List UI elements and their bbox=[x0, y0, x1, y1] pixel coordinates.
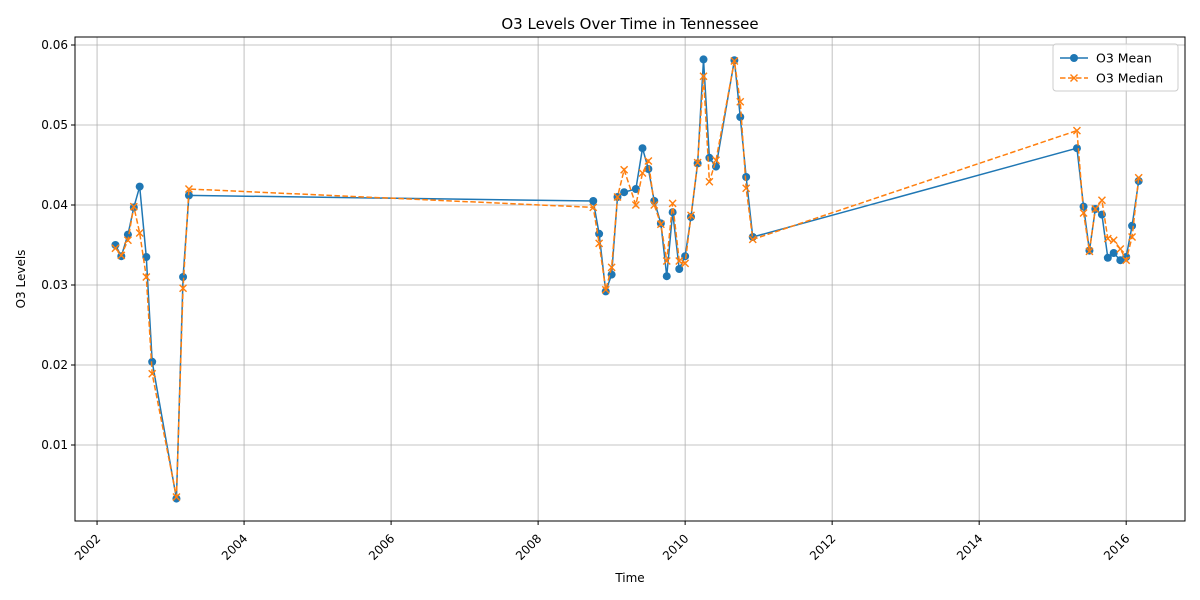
o3-median-point bbox=[730, 57, 739, 65]
o3-mean-point bbox=[644, 165, 653, 173]
o3-median-point bbox=[656, 220, 665, 229]
legend-entry-o3-mean: O3 Mean bbox=[1060, 51, 1152, 66]
legend-entry-o3-median: O3 Median bbox=[1060, 71, 1163, 86]
o3-mean-point bbox=[1128, 221, 1137, 230]
chart-title: O3 Levels Over Time in Tennessee bbox=[501, 15, 758, 33]
o3-median-point bbox=[699, 72, 708, 81]
x-axis-title: Time bbox=[614, 571, 644, 585]
o3-median-point bbox=[1122, 256, 1131, 265]
o3-median-point bbox=[135, 229, 144, 237]
o3-median-point bbox=[748, 235, 757, 244]
legend-label: O3 Mean bbox=[1096, 51, 1152, 66]
o3-median-point bbox=[693, 158, 702, 167]
o3-median-point bbox=[589, 203, 598, 212]
o3-mean-point bbox=[638, 144, 647, 153]
y-tick-label: 0.02 bbox=[41, 358, 68, 372]
o3-mean-point bbox=[184, 191, 193, 200]
y-tick-label: 0.06 bbox=[41, 38, 68, 52]
o3-median-point bbox=[1072, 126, 1081, 135]
o3-mean-point bbox=[620, 188, 629, 197]
o3-mean-point bbox=[736, 113, 745, 121]
o3-median-point bbox=[129, 202, 138, 211]
o3-mean-point bbox=[601, 287, 610, 296]
o3-median-point bbox=[595, 239, 604, 248]
o3-median-point bbox=[1109, 236, 1118, 245]
legend-box bbox=[1052, 43, 1179, 92]
o3-median-point bbox=[179, 284, 188, 293]
o3-mean-point bbox=[668, 208, 677, 217]
o3-median-point bbox=[148, 369, 157, 378]
y-axis-title: O3 Levels bbox=[14, 250, 28, 309]
o3-median-point bbox=[681, 259, 690, 268]
o3-median-point bbox=[736, 97, 745, 106]
o3-mean-point bbox=[631, 185, 640, 193]
o3-median-point bbox=[712, 156, 721, 165]
o3-median-point bbox=[1103, 234, 1112, 243]
o3-mean-point bbox=[681, 252, 690, 261]
o3-median-point bbox=[117, 251, 126, 260]
o3-median-point bbox=[123, 236, 132, 245]
o3-median-point bbox=[172, 493, 181, 501]
o3-mean-point bbox=[1109, 249, 1118, 257]
o3-mean-point bbox=[1116, 256, 1125, 265]
o3-median-point bbox=[644, 157, 653, 165]
o3-mean-point bbox=[662, 272, 671, 281]
o3-mean-point bbox=[179, 273, 188, 281]
o3-median-point bbox=[1128, 233, 1137, 241]
o3-median-point bbox=[111, 244, 120, 253]
plot-frame bbox=[74, 36, 1186, 522]
o3-median-point bbox=[613, 193, 622, 201]
o3-mean-point bbox=[675, 265, 684, 273]
o3-mean-point bbox=[1070, 54, 1078, 62]
o3-mean-point bbox=[1103, 253, 1112, 262]
y-tick-label: 0.05 bbox=[41, 118, 68, 132]
o3-mean-point bbox=[135, 182, 144, 191]
o3-mean-point bbox=[172, 494, 181, 503]
o3-median-point bbox=[705, 177, 714, 186]
o3-mean-point bbox=[1072, 144, 1081, 153]
o3-median-point bbox=[607, 263, 616, 272]
o3-median-point bbox=[142, 273, 151, 281]
o3-median-point bbox=[1116, 245, 1125, 253]
o3-median-point bbox=[662, 257, 671, 265]
o3-median-series bbox=[111, 57, 1143, 501]
series-layer bbox=[111, 55, 1143, 503]
o3-median-point bbox=[1091, 205, 1100, 213]
o3-mean-point bbox=[699, 55, 708, 64]
y-tick-label: 0.03 bbox=[41, 278, 68, 292]
legend: O3 Mean O3 Median bbox=[1052, 43, 1179, 92]
o3-median-point bbox=[631, 201, 640, 209]
o3-mean-point bbox=[589, 197, 598, 205]
o3-median-point bbox=[601, 285, 610, 294]
o3-median-point bbox=[687, 211, 696, 220]
o3-median-point bbox=[1134, 173, 1143, 182]
o3-median-point bbox=[1085, 247, 1094, 256]
legend-label: O3 Median bbox=[1096, 71, 1163, 86]
o3-median-point bbox=[184, 185, 193, 193]
grid-lines bbox=[75, 37, 1185, 521]
o3-median-point bbox=[742, 184, 751, 193]
o3-median-point bbox=[620, 165, 629, 174]
o3-median-point bbox=[1097, 196, 1106, 205]
o3-median-point bbox=[650, 201, 659, 209]
o3-mean-point bbox=[595, 229, 604, 238]
y-tick-label: 0.01 bbox=[41, 438, 68, 452]
o3-mean-point bbox=[705, 153, 714, 162]
o3-median-point bbox=[1070, 74, 1078, 82]
o3-median-point bbox=[1079, 209, 1088, 217]
o3-median-point bbox=[638, 169, 647, 177]
o3-median-point bbox=[675, 257, 684, 265]
o3-mean-point bbox=[742, 173, 751, 181]
o3-median-point bbox=[668, 199, 677, 208]
y-tick-label: 0.04 bbox=[41, 198, 68, 212]
